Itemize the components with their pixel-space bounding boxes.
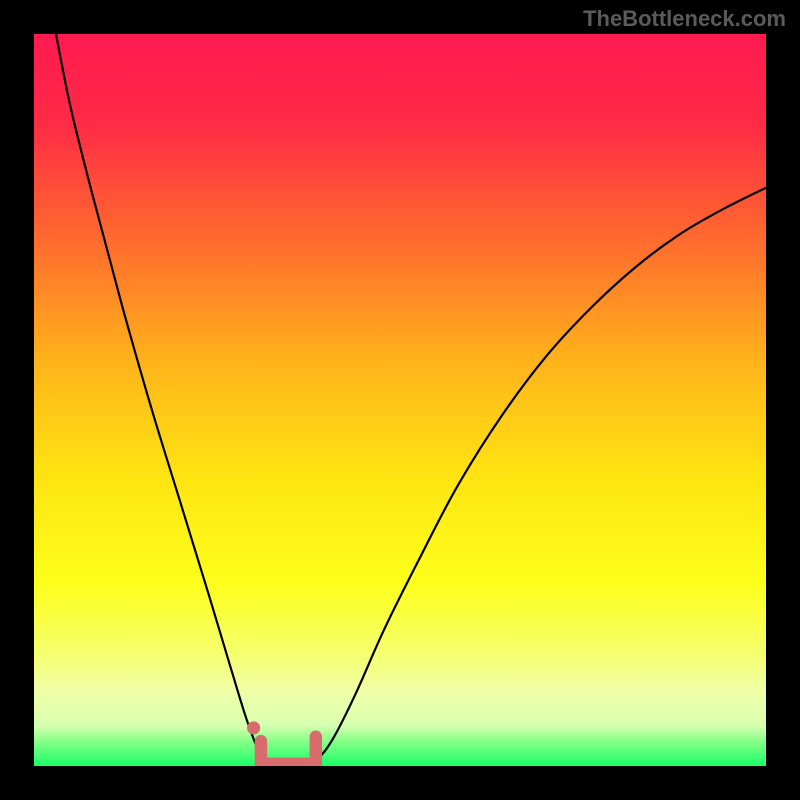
plot-area xyxy=(34,34,766,766)
watermark-text: TheBottleneck.com xyxy=(583,6,786,32)
gradient-bg xyxy=(34,34,766,766)
chart-frame: TheBottleneck.com xyxy=(0,0,800,800)
marker-dot-left xyxy=(247,721,260,734)
plot-svg xyxy=(34,34,766,766)
